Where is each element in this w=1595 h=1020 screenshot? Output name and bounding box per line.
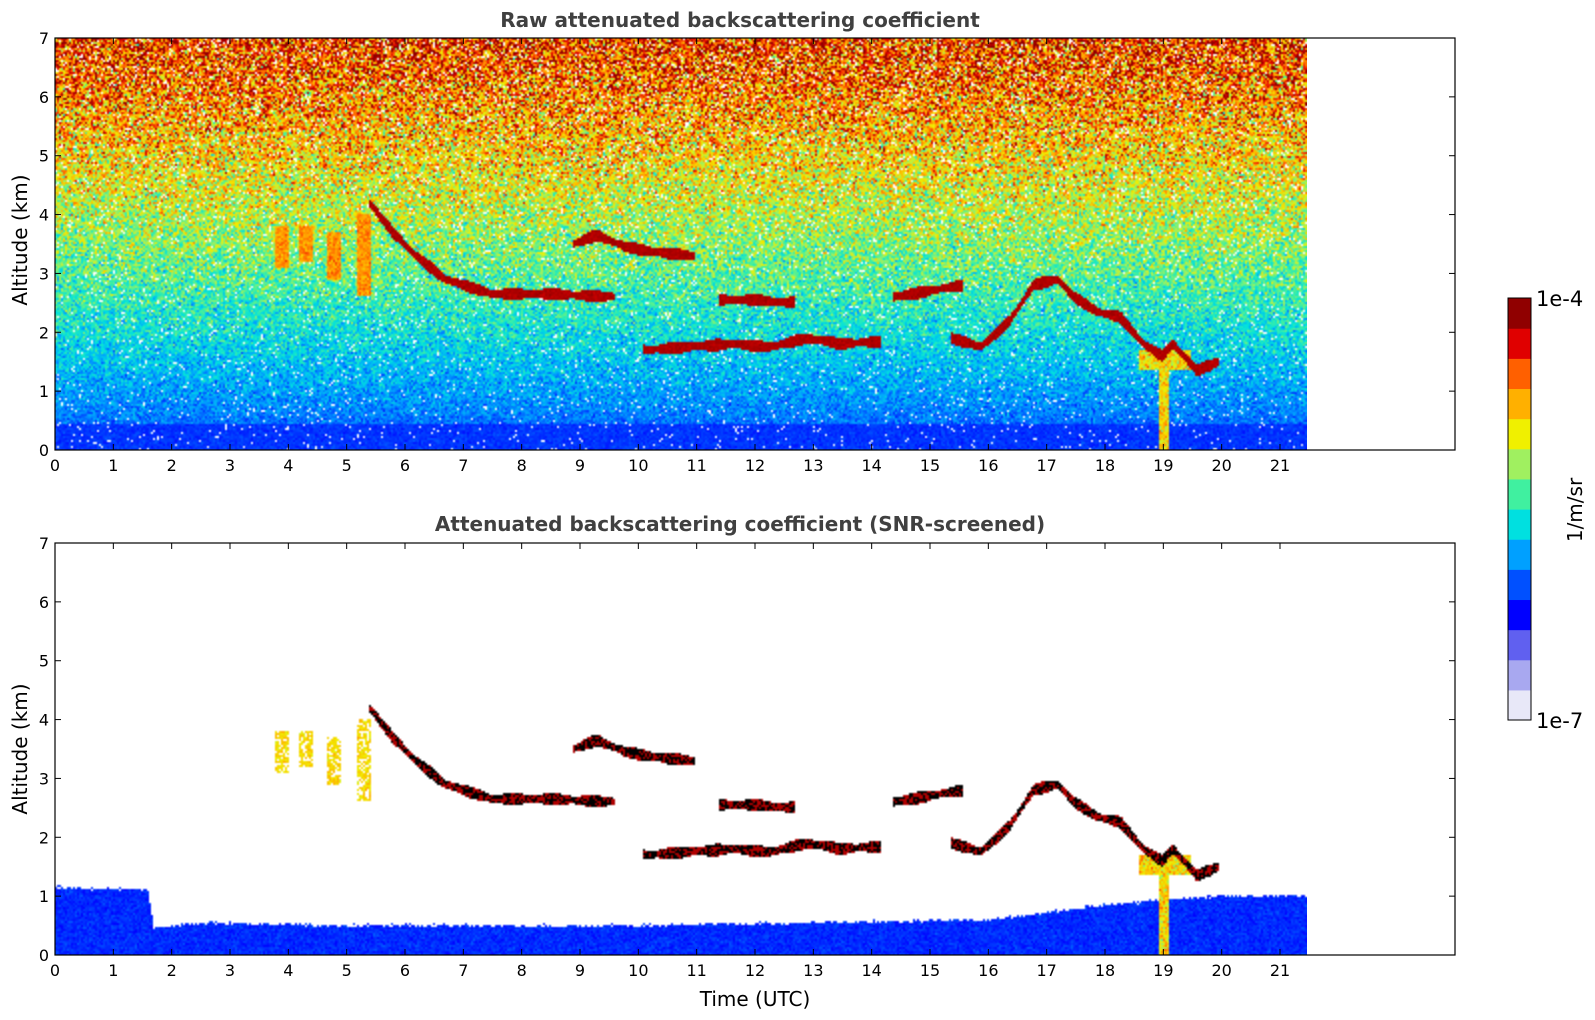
x-tick-label: 6	[400, 456, 410, 475]
y-tick-label: 1	[39, 887, 49, 906]
y-tick-label: 5	[39, 147, 49, 166]
y-tick-label: 6	[39, 593, 49, 612]
x-tick-label: 9	[575, 961, 585, 980]
screened-y-axis-label: Altitude (km)	[8, 683, 32, 814]
x-tick-label: 17	[1036, 961, 1056, 980]
x-tick-label: 8	[517, 961, 527, 980]
x-tick-label: 16	[978, 961, 998, 980]
x-tick-label: 6	[400, 961, 410, 980]
x-tick-label: 21	[1270, 961, 1290, 980]
x-tick-label: 0	[50, 961, 60, 980]
x-tick-label: 13	[803, 961, 823, 980]
colorbar-gradient	[1508, 298, 1531, 721]
x-tick-label: 9	[575, 456, 585, 475]
x-tick-label: 13	[803, 456, 823, 475]
colorbar-band	[1508, 298, 1531, 329]
x-tick-label: 10	[628, 456, 648, 475]
y-tick-label: 2	[39, 828, 49, 847]
colorbar-band	[1508, 689, 1531, 721]
screened-backscatter-panel: Attenuated backscattering coefficient (S…	[8, 512, 1456, 1011]
y-tick-label: 1	[39, 382, 49, 401]
screened-panel-title: Attenuated backscattering coefficient (S…	[435, 512, 1045, 536]
y-tick-label: 4	[39, 206, 49, 225]
x-tick-label: 18	[1095, 456, 1115, 475]
x-tick-label: 15	[920, 961, 940, 980]
raw-panel-title: Raw attenuated backscattering coefficien…	[500, 8, 980, 32]
x-tick-label: 14	[861, 456, 881, 475]
colorbar-band	[1508, 328, 1531, 359]
x-tick-label: 16	[978, 456, 998, 475]
y-tick-label: 0	[39, 441, 49, 460]
y-tick-label: 6	[39, 88, 49, 107]
x-tick-label: 1	[108, 456, 118, 475]
colorbar-band	[1508, 388, 1531, 420]
x-tick-label: 8	[517, 456, 527, 475]
x-tick-label: 10	[628, 961, 648, 980]
x-tick-label: 19	[1153, 456, 1173, 475]
x-tick-label: 4	[283, 456, 293, 475]
colorbar-band	[1508, 509, 1531, 540]
x-tick-label: 21	[1270, 456, 1290, 475]
x-tick-label: 20	[1211, 961, 1231, 980]
colorbar-band	[1508, 569, 1531, 601]
colorbar-band	[1508, 629, 1531, 661]
raw-y-axis-label: Altitude (km)	[8, 174, 32, 305]
x-tick-label: 2	[167, 456, 177, 475]
x-tick-label: 19	[1153, 961, 1173, 980]
y-tick-label: 7	[39, 534, 49, 553]
x-tick-label: 5	[342, 961, 352, 980]
y-tick-label: 0	[39, 946, 49, 965]
x-tick-label: 4	[283, 961, 293, 980]
colorbar-band	[1508, 448, 1531, 480]
x-tick-label: 17	[1036, 456, 1056, 475]
x-tick-label: 0	[50, 456, 60, 475]
colorbar-band	[1508, 539, 1531, 570]
y-tick-label: 7	[39, 29, 49, 48]
x-axis-label: Time (UTC)	[699, 987, 811, 1011]
raw-backscatter-panel: Raw attenuated backscattering coefficien…	[8, 8, 1456, 475]
colorbar-max-label: 1e-4	[1536, 287, 1583, 311]
x-tick-label: 12	[745, 961, 765, 980]
x-tick-label: 11	[686, 456, 706, 475]
colorbar-units-label: 1/m/sr	[1563, 477, 1587, 542]
x-tick-label: 11	[686, 961, 706, 980]
colorbar-band	[1508, 358, 1531, 390]
y-tick-label: 4	[39, 711, 49, 730]
raw-heatmap-image	[55, 38, 1307, 450]
x-tick-label: 3	[225, 961, 235, 980]
y-tick-label: 3	[39, 264, 49, 283]
screened-heatmap-image	[55, 543, 1307, 955]
y-tick-label: 2	[39, 323, 49, 342]
colorbar-frame	[1507, 297, 1532, 721]
y-tick-label: 3	[39, 769, 49, 788]
x-tick-label: 7	[458, 456, 468, 475]
x-tick-label: 15	[920, 456, 940, 475]
x-tick-label: 7	[458, 961, 468, 980]
y-tick-label: 5	[39, 652, 49, 671]
colorbar: 1e-4 1e-7 1/m/sr	[1507, 287, 1587, 733]
x-tick-label: 14	[861, 961, 881, 980]
colorbar-band	[1508, 599, 1531, 631]
screened-axis-ticks: 0 1 2 3 4 5 6 7 8 9 10 11 12 13 14 15 16 17 18 19 20 21012345…	[39, 534, 1455, 980]
colorbar-band	[1508, 478, 1531, 510]
x-tick-label: 12	[745, 456, 765, 475]
colorbar-band	[1508, 418, 1531, 450]
x-tick-label: 20	[1211, 456, 1231, 475]
colorbar-min-label: 1e-7	[1536, 709, 1583, 733]
raw-axis-ticks: 0 1 2 3 4 5 6 7 8 9 10 11 12 13 14 15 16 17 18 19 20 21012345…	[39, 29, 1455, 475]
x-tick-label: 18	[1095, 961, 1115, 980]
colorbar-band	[1508, 659, 1531, 691]
x-tick-label: 5	[342, 456, 352, 475]
x-tick-label: 3	[225, 456, 235, 475]
x-tick-label: 2	[167, 961, 177, 980]
x-tick-label: 1	[108, 961, 118, 980]
